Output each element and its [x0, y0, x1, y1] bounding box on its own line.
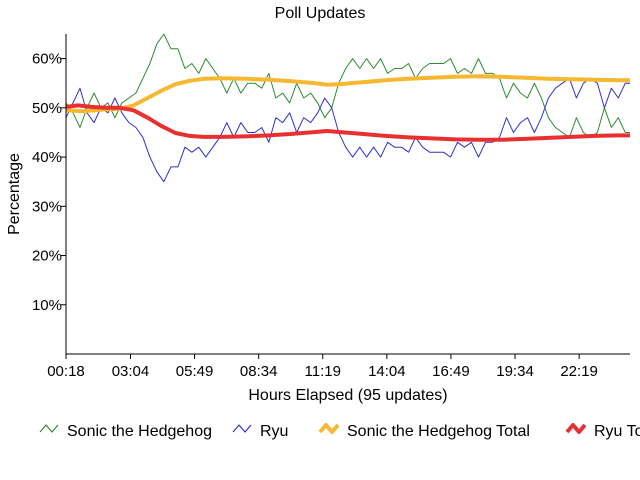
y-tick-label: 20% [32, 248, 62, 265]
plot-area [65, 33, 630, 183]
legend-entry: Sonic the Hedgehog [67, 423, 212, 440]
y-ticks: 10% 20% 30% 40% 50% 60% [32, 51, 66, 314]
legend-swatch [565, 423, 587, 434]
x-tick-label: 16:49 [432, 363, 470, 380]
y-tick-label: 60% [32, 51, 62, 68]
legend-entry: Ryu [260, 423, 288, 440]
x-tick-label: 05:49 [176, 363, 214, 380]
legend-swatch [318, 423, 340, 434]
chart-title: Poll Updates [275, 5, 366, 22]
legend: Sonic the Hedgehog Ryu Sonic the Hedgehog … [39, 423, 640, 440]
y-axis-label: Percentage [6, 153, 23, 235]
y-tick-label: 30% [32, 198, 62, 215]
x-tick-label: 19:34 [496, 363, 534, 380]
x-tick-label: 11:19 [305, 363, 341, 380]
x-ticks: 00:18 03:04 05:49 08:34 11:19 14:04 16:49 19:34… [47, 354, 598, 380]
y-tick-label: 10% [32, 297, 62, 314]
x-tick-label: 14:04 [368, 363, 406, 380]
legend-swatch [39, 424, 59, 433]
legend-entry: Sonic the Hedgehog Total [347, 423, 530, 440]
axes [65, 34, 630, 355]
legend-entry: Ryu Total [594, 423, 640, 440]
x-tick-label: 00:18 [47, 363, 85, 380]
series-line-ryu [65, 77, 630, 183]
x-tick-label: 22:19 [560, 363, 598, 380]
series-line-sonic-the-hedgehog-total [65, 74, 630, 114]
y-tick-label: 50% [32, 100, 62, 117]
series-line-sonic-the-hedgehog [65, 33, 630, 138]
series-line-ryu-total [65, 103, 630, 142]
x-tick-label: 08:34 [240, 363, 278, 380]
legend-swatch [232, 424, 252, 433]
x-tick-label: 03:04 [112, 363, 150, 380]
x-axis-label: Hours Elapsed (95 updates) [248, 387, 447, 404]
y-tick-label: 40% [32, 149, 62, 166]
